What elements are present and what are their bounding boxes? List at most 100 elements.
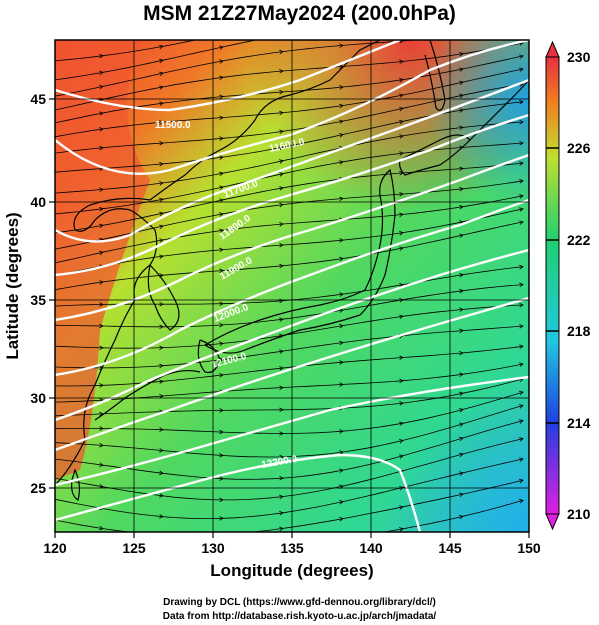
- coast-korea: [147, 264, 180, 331]
- streamline-arrow: [219, 373, 224, 378]
- streamline-arrow: [339, 103, 344, 109]
- streamline-arrow: [99, 35, 103, 39]
- streamline-arrow: [99, 145, 104, 151]
- streamline-arrow: [339, 85, 344, 90]
- streamline-arrow: [279, 7, 283, 11]
- streamline-arrow: [159, 470, 164, 476]
- streamline-arrow: [219, 115, 224, 120]
- streamline-arrow: [279, 510, 284, 516]
- streamline-arrow: [279, 431, 284, 436]
- streamline-arrow: [279, 202, 284, 208]
- streamline-arrow: [519, 67, 524, 72]
- colorbar-tick-label: 222: [567, 232, 591, 248]
- streamline-arrow: [399, 77, 404, 83]
- wind-streamlines: [55, 0, 524, 548]
- contour-11500: [55, 40, 401, 112]
- streamline: [55, 345, 524, 387]
- streamline-arrow: [99, 544, 103, 548]
- streamline-arrow: [459, 80, 464, 86]
- streamline-arrow: [459, 67, 464, 72]
- streamline-arrow: [279, 317, 284, 322]
- map-title: MSM 21Z27May2024 (200.0hPa): [143, 2, 456, 25]
- streamline-arrow: [459, 125, 464, 131]
- streamline-arrow: [159, 85, 164, 90]
- streamline-arrow: [519, 362, 524, 367]
- streamline-arrow: [339, 323, 344, 329]
- streamline-arrow: [219, 453, 224, 458]
- streamline-arrow: [459, 288, 464, 294]
- streamline-arrow: [279, 385, 284, 390]
- streamline-arrow: [459, 350, 464, 356]
- streamline-arrow: [519, 344, 524, 349]
- streamline-arrow: [99, 187, 104, 192]
- streamline-arrow: [219, 185, 224, 190]
- streamline: [55, 378, 524, 417]
- streamline: [55, 458, 524, 519]
- streamline-arrow: [279, 186, 284, 191]
- streamline-arrow: [99, 206, 104, 212]
- streamline-arrow: [219, 341, 224, 347]
- streamline-arrow: [279, 49, 284, 55]
- streamline-arrow: [159, 58, 164, 64]
- streamline-arrow: [519, 161, 524, 166]
- streamline-arrow: [159, 101, 164, 106]
- streamline-arrow: [159, 120, 164, 125]
- streamline-arrow: [99, 345, 104, 351]
- streamline-arrow: [459, 93, 464, 99]
- streamline-arrow: [339, 500, 344, 505]
- streamline-arrow: [279, 34, 283, 38]
- streamline-arrow: [99, 442, 104, 448]
- streamline-arrow: [399, 454, 404, 459]
- streamline-arrow: [459, 408, 464, 413]
- streamline-arrow: [99, 127, 104, 132]
- streamline: [55, 405, 524, 458]
- streamline-arrow: [159, 71, 164, 77]
- coast-mainland: [55, 40, 381, 486]
- streamline-arrow: [159, 29, 163, 33]
- streamline-arrow: [219, 516, 224, 521]
- streamline-arrow: [399, 40, 404, 44]
- coastlines: [55, 40, 529, 501]
- streamline-arrow: [339, 537, 343, 541]
- streamline-arrow: [279, 526, 284, 532]
- streamline-arrow: [219, 136, 224, 141]
- streamline-arrow: [519, 207, 524, 212]
- y-tick-labels: 25 30 35 40 45: [30, 91, 46, 496]
- contour-12200: [55, 296, 529, 452]
- streamline-arrow: [159, 363, 164, 369]
- streamline-arrow: [339, 340, 344, 346]
- streamline-arrow: [399, 151, 404, 156]
- colorbar-tick-label: 230: [567, 49, 591, 65]
- streamline-arrow: [99, 462, 104, 467]
- streamline-arrow: [399, 18, 403, 22]
- streamline-arrow: [219, 408, 224, 413]
- streamline-arrow: [219, 357, 224, 363]
- streamline-arrow: [399, 0, 403, 2]
- contour-11900: [55, 153, 529, 322]
- streamline-arrow: [519, 220, 524, 225]
- streamline-arrow: [399, 59, 404, 64]
- streamline-arrow: [519, 99, 524, 105]
- gridlines: [55, 40, 529, 532]
- streamline-arrow: [459, 422, 464, 427]
- streamline: [55, 40, 259, 81]
- streamline-arrow: [519, 140, 524, 146]
- streamline-arrow: [339, 450, 344, 455]
- coast-honshu: [204, 168, 396, 354]
- streamline-arrow: [279, 366, 284, 371]
- streamline: [55, 40, 61, 41]
- streamline: [55, 42, 524, 111]
- streamline-arrow: [159, 254, 164, 259]
- y-tick-label: 30: [30, 390, 46, 406]
- streamline: [55, 208, 524, 277]
- streamline-arrow: [279, 298, 284, 304]
- streamline-arrow: [159, 181, 164, 186]
- streamline-arrow: [339, 360, 344, 365]
- streamline-arrow: [519, 324, 524, 329]
- streamline-arrow: [519, 419, 524, 424]
- streamline-arrow: [339, 468, 344, 473]
- streamline-arrow: [459, 14, 463, 18]
- x-tick-label: 145: [438, 540, 462, 556]
- streamline-arrow: [519, 264, 524, 270]
- streamline-arrow: [219, 19, 223, 23]
